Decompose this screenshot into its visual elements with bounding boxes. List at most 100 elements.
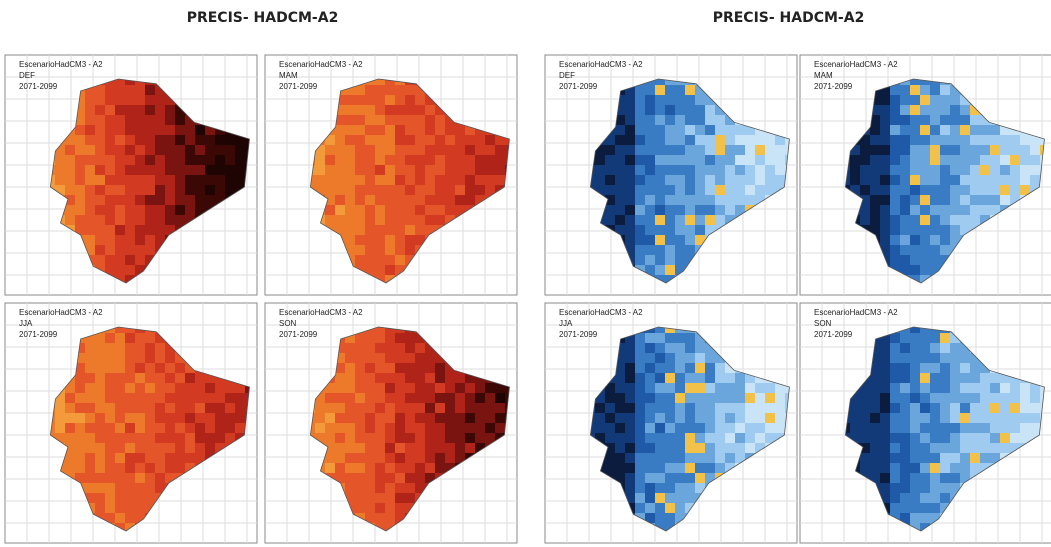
map-cell xyxy=(105,453,115,463)
map-cell xyxy=(655,105,665,115)
map-cell xyxy=(105,483,115,493)
map-cell xyxy=(940,363,950,373)
map-cell xyxy=(335,373,345,383)
map-cell xyxy=(870,443,880,453)
map-cell xyxy=(325,135,335,145)
map-cell xyxy=(775,155,785,165)
map-cell xyxy=(465,423,475,433)
map-cell xyxy=(685,503,695,513)
map-cell xyxy=(395,195,405,205)
map-cell xyxy=(635,363,645,373)
map-cell xyxy=(385,493,395,503)
map-cell xyxy=(940,393,950,403)
map-cell xyxy=(385,483,395,493)
map-cell xyxy=(615,453,625,463)
map-cell xyxy=(695,175,705,185)
map-cell xyxy=(495,423,505,433)
map-cell xyxy=(125,265,135,275)
map-cell xyxy=(635,155,645,165)
map-cell xyxy=(980,165,990,175)
map-cell xyxy=(645,373,655,383)
map-cell xyxy=(920,195,930,205)
map-cell xyxy=(95,343,105,353)
map-cell xyxy=(455,155,465,165)
map-cell xyxy=(175,135,185,145)
map-cell xyxy=(870,413,880,423)
map-cell xyxy=(225,383,235,393)
map-cell xyxy=(145,363,155,373)
map-cell xyxy=(85,165,95,175)
map-cell xyxy=(860,185,870,195)
map-cell xyxy=(940,85,950,95)
map-cell xyxy=(435,195,445,205)
map-cell xyxy=(1020,185,1030,195)
map-cell xyxy=(115,503,125,513)
map-cell xyxy=(405,215,415,225)
map-cell xyxy=(335,393,345,403)
map-cell xyxy=(115,423,125,433)
map-cell xyxy=(345,245,355,255)
map-cell xyxy=(655,235,665,245)
map-cell xyxy=(635,393,645,403)
map-cell xyxy=(325,145,335,155)
map-cell xyxy=(900,195,910,205)
map-cell xyxy=(85,423,95,433)
map-cell xyxy=(405,95,415,105)
map-cell xyxy=(115,523,125,531)
map-cell xyxy=(355,343,365,353)
map-cell xyxy=(930,165,940,175)
group-title: PRECIS- HADCM-A2 xyxy=(186,10,339,26)
map-cell xyxy=(665,275,675,283)
map-cell xyxy=(725,185,735,195)
map-cell xyxy=(145,125,155,135)
map-cell xyxy=(695,145,705,155)
map-cell xyxy=(765,393,775,403)
map-cell xyxy=(890,483,900,493)
map-cell xyxy=(115,373,125,383)
map-cell xyxy=(685,483,695,493)
map-cell xyxy=(355,393,365,403)
map-cell xyxy=(665,215,675,225)
map-cell xyxy=(860,413,870,423)
map-cell xyxy=(890,503,900,513)
map-cell xyxy=(980,185,990,195)
map-cell xyxy=(405,245,415,255)
map-cell xyxy=(920,225,930,235)
map-cell xyxy=(900,205,910,215)
map-cell xyxy=(715,433,725,443)
map-cell xyxy=(930,363,940,373)
map-cell xyxy=(75,453,85,463)
map-cell xyxy=(890,85,900,95)
map-cell xyxy=(425,135,435,145)
map-cell xyxy=(195,175,205,185)
map-cell xyxy=(900,175,910,185)
map-cell xyxy=(910,215,920,225)
map-cell xyxy=(715,215,725,225)
map-cell xyxy=(205,403,215,413)
map-cell xyxy=(365,333,375,343)
map-cell xyxy=(335,135,345,145)
map-cell xyxy=(85,105,95,115)
map-cell xyxy=(920,463,930,473)
map-cell xyxy=(635,135,645,145)
map-cell xyxy=(645,453,655,463)
map-cell xyxy=(495,393,505,403)
map-cell xyxy=(725,413,735,423)
map-cell xyxy=(715,383,725,393)
map-cell xyxy=(655,165,665,175)
map-cell xyxy=(165,413,175,423)
map-cell xyxy=(395,483,405,493)
map-cell xyxy=(50,423,55,433)
map-cell xyxy=(665,235,675,245)
map-cell xyxy=(355,185,365,195)
map-cell xyxy=(385,85,395,95)
map-cell xyxy=(355,463,365,473)
map-cell xyxy=(655,443,665,453)
map-cell xyxy=(335,403,345,413)
map-cell xyxy=(655,423,665,433)
map-cell xyxy=(745,383,755,393)
map-cell xyxy=(900,155,910,165)
map-cell xyxy=(940,473,950,483)
map-cell xyxy=(930,255,940,265)
map-cell xyxy=(860,215,870,225)
